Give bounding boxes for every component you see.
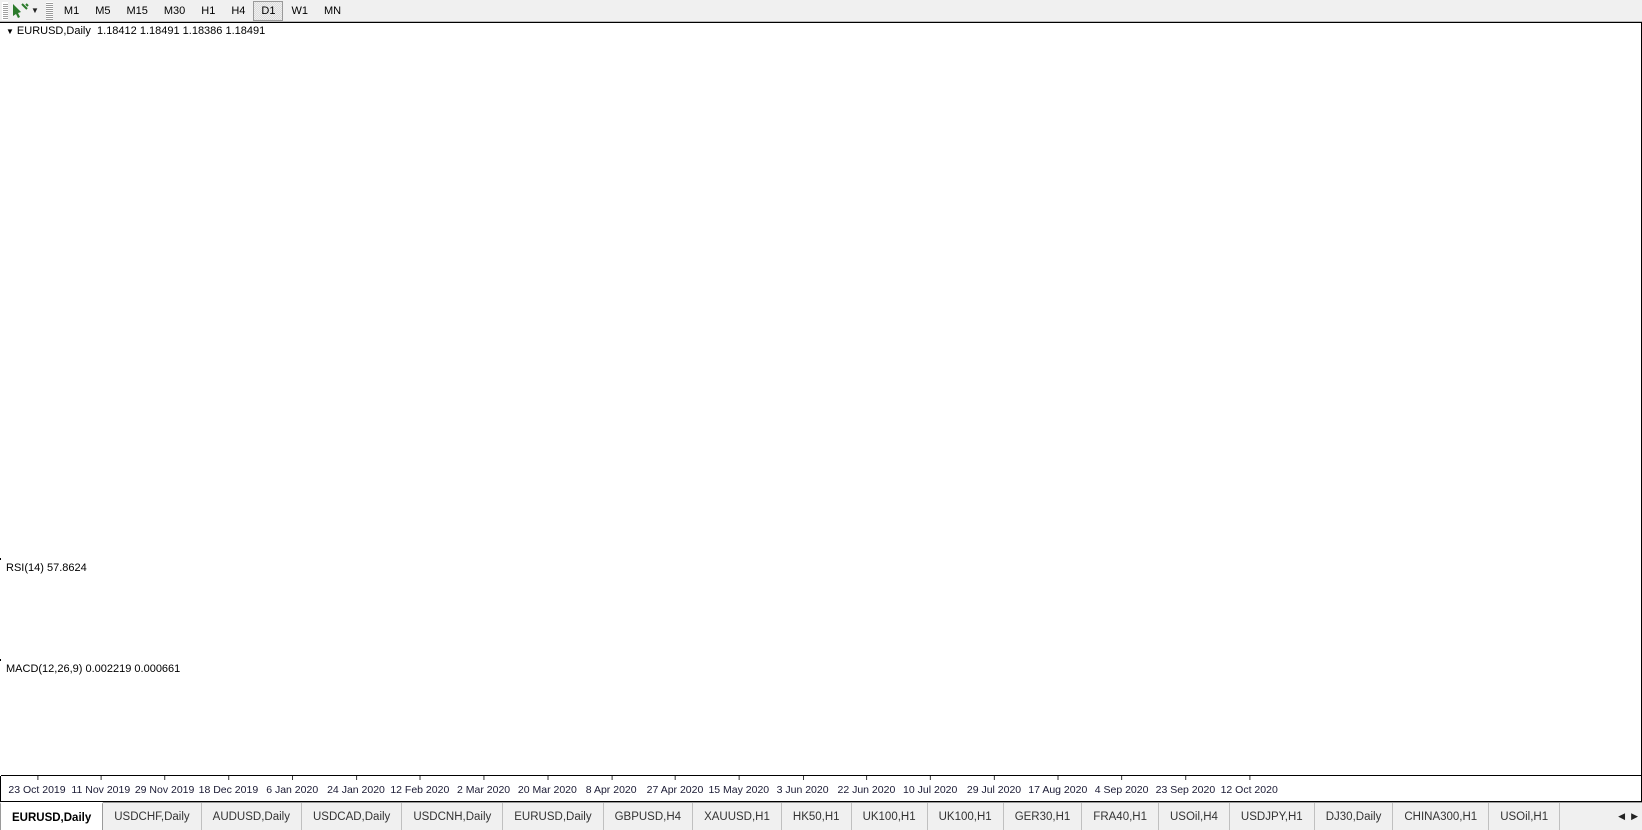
chart-frame: ▼ EURUSD,Daily 1.18412 1.18491 1.18386 1.… xyxy=(0,22,1642,802)
chart-symbol-header[interactable]: ▼ EURUSD,Daily 1.18412 1.18491 1.18386 1.… xyxy=(4,25,268,37)
chevron-down-icon[interactable]: ▼ xyxy=(6,27,14,36)
timeframe-w1[interactable]: W1 xyxy=(291,4,308,17)
rsi-indicator-label[interactable]: RSI(14) 57.8624 xyxy=(4,562,89,574)
time-tick-label: 24 Jan 2020 xyxy=(327,776,385,796)
price-scale[interactable]: 1.201551.192801.184051.175301.166551.157… xyxy=(0,23,1,558)
macd-indicator-label[interactable]: MACD(12,26,9) 0.002219 0.000661 xyxy=(4,663,183,675)
time-tick-label: 23 Sep 2020 xyxy=(1155,776,1216,796)
timeframe-m5[interactable]: M5 xyxy=(95,4,111,17)
time-tick-label: 15 May 2020 xyxy=(708,776,770,796)
chart-tab-7[interactable]: XAUUSD,H1 xyxy=(693,803,782,830)
chart-tab-16[interactable]: CHINA300,H1 xyxy=(1393,803,1490,830)
chart-tab-9[interactable]: UK100,H1 xyxy=(852,803,928,830)
time-axis[interactable]: 23 Oct 2019 11 Nov 2019 29 Nov 2019 18 Dec … xyxy=(1,775,1641,801)
time-tick-label: 12 Oct 2020 xyxy=(1220,776,1278,796)
toolbar-drag-handle[interactable] xyxy=(2,1,8,20)
time-tick-label: 2 Mar 2020 xyxy=(457,776,511,796)
timeframe-toolbar: ▼ M1 M5 M15 M30 H1 H4 D1 W1 MN xyxy=(0,0,1642,22)
time-tick-label: 17 Aug 2020 xyxy=(1028,776,1088,796)
chevron-left-icon[interactable]: ◀ xyxy=(1618,811,1626,821)
macd-scale: 0.0145560.00-0.009001 xyxy=(0,661,1,776)
chevron-right-icon[interactable]: ▶ xyxy=(1631,811,1638,821)
time-tick-label: 3 Jun 2020 xyxy=(776,776,829,796)
chart-tab-8[interactable]: HK50,H1 xyxy=(782,803,852,830)
chart-tab-0[interactable]: EURUSD,Daily xyxy=(0,802,104,830)
chart-tab-2[interactable]: AUDUSD,Daily xyxy=(202,803,302,830)
time-tick-label: 29 Jul 2020 xyxy=(966,776,1022,796)
chart-tab-15[interactable]: DJ30,Daily xyxy=(1315,803,1394,830)
tab-scroll-controls[interactable]: ◀ ▶ xyxy=(1614,803,1642,830)
chart-tab-1[interactable]: USDCHF,Daily xyxy=(103,803,202,830)
chart-tab-4[interactable]: USDCNH,Daily xyxy=(402,803,504,830)
time-tick-label: 12 Feb 2020 xyxy=(390,776,450,796)
chart-tab-13[interactable]: USOil,H4 xyxy=(1159,803,1230,830)
chart-ohlc-values: 1.18412 1.18491 1.18386 1.18491 xyxy=(97,25,266,37)
time-tick-label: 8 Apr 2020 xyxy=(585,776,637,796)
chart-tab-12[interactable]: FRA40,H1 xyxy=(1082,803,1159,830)
time-tick-label: 18 Dec 2019 xyxy=(198,776,259,796)
timeframe-m1[interactable]: M1 xyxy=(63,4,80,17)
time-tick-label: 6 Jan 2020 xyxy=(266,776,319,796)
chart-tab-11[interactable]: GER30,H1 xyxy=(1004,803,1083,830)
chart-tab-3[interactable]: USDCAD,Daily xyxy=(302,803,403,830)
time-tick-label: 20 Mar 2020 xyxy=(517,776,577,796)
time-tick-label: 27 Apr 2020 xyxy=(646,776,704,796)
time-tick-label: 22 Jun 2020 xyxy=(837,776,896,796)
chart-tab-17[interactable]: USOil,H1 xyxy=(1489,803,1561,830)
timeframe-m15[interactable]: M15 xyxy=(126,4,148,17)
chart-tab-14[interactable]: USDJPY,H1 xyxy=(1230,803,1315,830)
timeframe-m30[interactable]: M30 xyxy=(163,4,186,17)
chart-tab-bar[interactable]: EURUSD,Daily USDCHF,Daily AUDUSD,Daily USDC… xyxy=(0,802,1642,830)
timeframe-h4[interactable]: H4 xyxy=(231,4,246,17)
time-tick-label: 10 Jul 2020 xyxy=(903,776,958,796)
time-tick-label: 11 Nov 2019 xyxy=(71,776,131,796)
timeframe-d1[interactable]: D1 xyxy=(253,0,284,21)
crosshair-cursor-icon[interactable] xyxy=(9,1,31,21)
timeframe-h1[interactable]: H1 xyxy=(201,4,216,17)
time-tick-label: 4 Sep 2020 xyxy=(1094,776,1149,796)
chart-tab-6[interactable]: GBPUSD,H4 xyxy=(604,803,694,830)
time-tick-label: 23 Oct 2019 xyxy=(8,776,66,796)
chevron-down-icon[interactable]: ▼ xyxy=(31,6,39,15)
rsi-scale: 10070300 xyxy=(0,560,1,659)
chart-symbol-label: EURUSD,Daily xyxy=(16,25,91,37)
chart-tab-10[interactable]: UK100,H1 xyxy=(928,803,1004,830)
chart-tab-5[interactable]: EURUSD,Daily xyxy=(503,803,604,830)
toolbar-separator xyxy=(45,1,53,20)
time-tick-label: 29 Nov 2019 xyxy=(134,776,195,796)
timeframe-mn[interactable]: MN xyxy=(323,4,342,17)
